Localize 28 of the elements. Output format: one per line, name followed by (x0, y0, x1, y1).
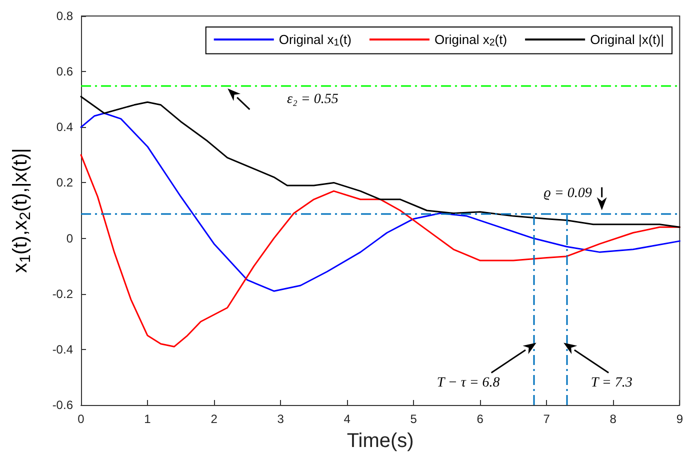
y-tick-label: 0.4 (56, 120, 74, 134)
ref-line-label: ϱ = 0.09 (544, 186, 592, 201)
x-tick-label: 7 (543, 412, 550, 426)
x-tick-label: 4 (344, 412, 351, 426)
y-tick-label: 0.8 (56, 9, 74, 23)
x-tick-label: 1 (144, 412, 152, 426)
y-tick-label: -0.2 (52, 286, 74, 301)
x-tick-label: 3 (277, 412, 284, 426)
ref-line-label: T − τ = 6.8 (436, 375, 500, 390)
ref-line-label: T = 7.3 (590, 375, 632, 390)
x-tick-label: 9 (676, 412, 684, 426)
x-axis-title: Time(s) (346, 430, 414, 452)
y-tick-label: 0.6 (56, 64, 74, 79)
legend-label: Original |x(t)| (590, 32, 664, 47)
line-series (80, 96, 680, 228)
y-tick-label: 0 (66, 231, 74, 246)
x-tick-label: 2 (210, 412, 218, 426)
ref-line-label: ε₂ = 0.55 (287, 92, 338, 107)
x-tick-label: 0 (78, 412, 85, 426)
y-tick-label: 0.2 (56, 176, 74, 190)
x-tick-label: 8 (610, 412, 617, 426)
x-tick-label: 6 (476, 412, 484, 426)
x-tick-label: 5 (410, 412, 418, 426)
y-tick-label: -0.6 (52, 398, 74, 412)
y-axis-title: x1(t),x2(t),|x(t)| (10, 148, 34, 273)
line-series (80, 112, 680, 292)
line-series (80, 154, 680, 348)
y-tick-label: -0.4 (52, 342, 74, 356)
